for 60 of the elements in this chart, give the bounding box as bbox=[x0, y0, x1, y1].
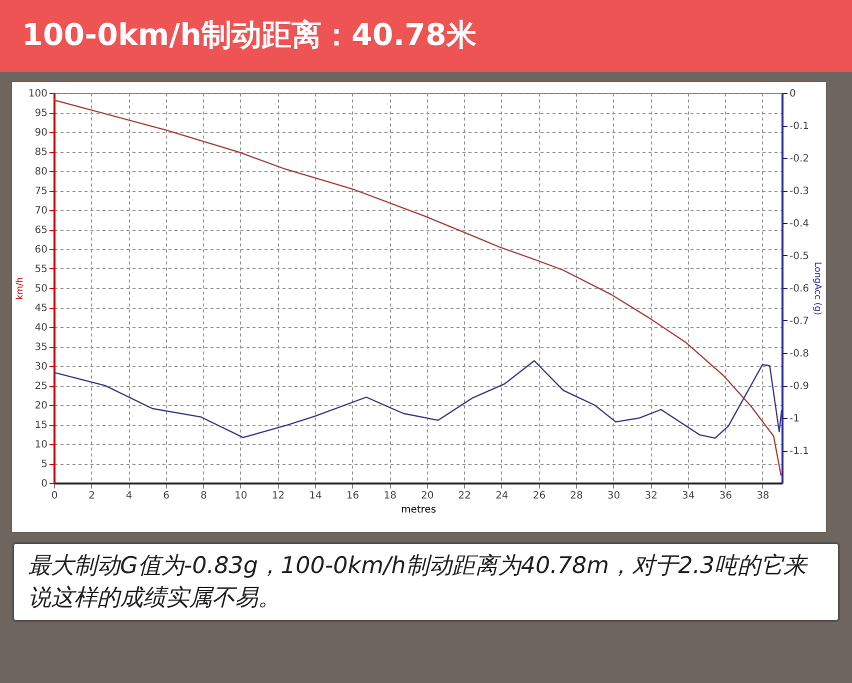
y-tick-label: 40 bbox=[34, 322, 48, 334]
y2-tick-label: -0.7 bbox=[790, 316, 810, 327]
y-tick-label: 100 bbox=[28, 88, 48, 100]
y-tick-label: 50 bbox=[34, 284, 48, 294]
y-tick-label: 60 bbox=[34, 244, 48, 256]
y-tick-label: 35 bbox=[34, 342, 48, 353]
x-tick-label: 0 bbox=[51, 490, 58, 502]
y-tick-label: 85 bbox=[34, 147, 48, 158]
x-tick-label: 34 bbox=[682, 490, 695, 502]
chart-title: 100-0km/h制动距离：40.78米 bbox=[0, 0, 852, 72]
y2-tick-label: -0.2 bbox=[790, 154, 810, 164]
x-tick-label: 28 bbox=[570, 490, 583, 502]
y2-tick-label: -0.9 bbox=[790, 381, 810, 392]
x-tick-label: 8 bbox=[200, 490, 207, 502]
y-tick-label: 90 bbox=[34, 128, 48, 138]
y2-tick-label: -0.8 bbox=[790, 348, 810, 360]
text: 最大制动G值为-0.83g，100-0km/h制动距离为40.78m，对于2.3吨的它来说这样的成绩实属不易。 bbox=[28, 552, 809, 613]
y2-axis-title: LongAcc (g) bbox=[812, 262, 822, 316]
x-tick-label: 36 bbox=[719, 490, 732, 502]
y2-tick-label: -0.6 bbox=[790, 284, 810, 294]
x-tick-label: 4 bbox=[126, 490, 132, 502]
y-tick-label: 5 bbox=[41, 459, 48, 470]
x-tick-label: 2 bbox=[88, 490, 95, 502]
y2-tick-label: -0.5 bbox=[790, 251, 810, 262]
x-tick-label: 16 bbox=[346, 490, 360, 502]
y-tick-label: 20 bbox=[34, 400, 48, 412]
x-tick-label: 14 bbox=[309, 490, 322, 502]
y2-tick-label: -0.1 bbox=[790, 121, 810, 132]
y2-tick-label: -0.3 bbox=[790, 186, 810, 197]
x-tick-label: 22 bbox=[458, 490, 472, 502]
y2-tick-label: -1.1 bbox=[790, 446, 810, 457]
x-tick-label: 18 bbox=[384, 490, 396, 502]
x-tick-label: 24 bbox=[496, 490, 508, 502]
y-tick-label: 75 bbox=[34, 186, 48, 197]
y-axis-title: km/h bbox=[15, 277, 26, 300]
y-tick-label: 70 bbox=[34, 206, 48, 216]
y-tick-label: 30 bbox=[34, 362, 48, 372]
y-tick-label: 65 bbox=[34, 225, 48, 236]
y2-tick-label: 0 bbox=[790, 88, 796, 100]
line-series bbox=[54, 99, 782, 476]
y2-tick-label: -0.4 bbox=[790, 218, 810, 230]
x-tick-label: 32 bbox=[644, 490, 658, 502]
x-tick-label: 20 bbox=[420, 490, 434, 502]
line-series bbox=[54, 360, 782, 439]
x-axis-title: metres bbox=[400, 504, 436, 516]
y-tick-label: 55 bbox=[34, 264, 48, 275]
y2-tick-label: -1 bbox=[790, 414, 800, 424]
y-tick-label: 80 bbox=[34, 166, 48, 178]
x-tick-label: 38 bbox=[756, 490, 770, 502]
x-tick-label: 12 bbox=[272, 490, 285, 502]
y-tick-label: 10 bbox=[34, 440, 48, 450]
x-tick-label: 10 bbox=[234, 490, 248, 502]
x-tick-label: 26 bbox=[532, 490, 546, 502]
y-tick-label: 95 bbox=[34, 108, 48, 119]
y-tick-label: 45 bbox=[34, 303, 48, 314]
x-tick-label: 6 bbox=[163, 490, 170, 502]
y-tick-label: 15 bbox=[34, 420, 48, 431]
x-tick-label: 30 bbox=[607, 490, 620, 502]
y-tick-label: 25 bbox=[34, 381, 48, 392]
y-tick-label: 0 bbox=[41, 478, 48, 490]
